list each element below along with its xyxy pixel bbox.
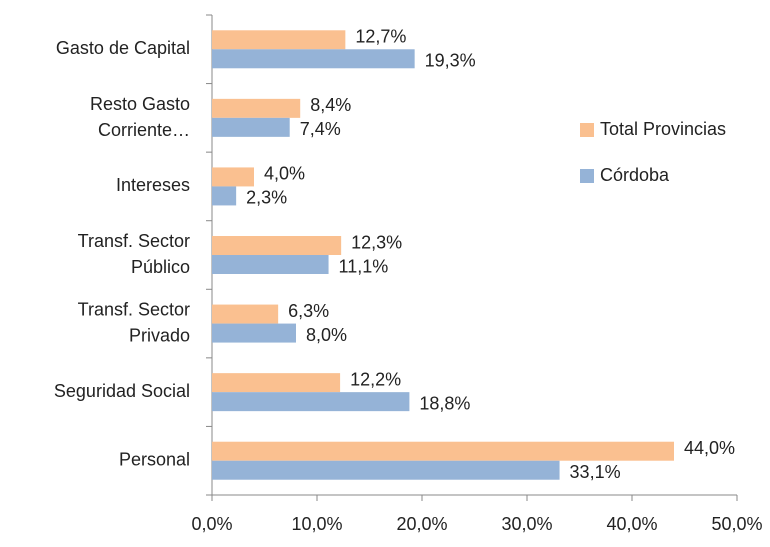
value-label: 12,3% [351,232,402,252]
bar [212,323,296,343]
bar [212,167,254,187]
value-label: 33,1% [570,462,621,482]
bar [212,186,237,206]
value-label: 19,3% [425,51,476,71]
bar [212,460,560,480]
bar [212,441,674,461]
y-tick-label: Seguridad Social [54,381,190,401]
bar [212,98,301,118]
value-label: 8,4% [310,95,351,115]
x-tick-label: 0,0% [191,514,232,534]
x-tick-label: 50,0% [711,514,762,534]
bar [212,373,341,393]
x-tick-label: 10,0% [291,514,342,534]
y-tick-label: Personal [119,449,190,469]
value-label: 12,2% [350,369,401,389]
x-tick-label: 30,0% [501,514,552,534]
value-label: 18,8% [419,393,470,413]
value-label: 8,0% [306,325,347,345]
bar [212,49,415,69]
y-tick-label: Resto Gasto Corriente… [90,94,190,140]
x-tick-label: 40,0% [606,514,657,534]
x-tick-label: 20,0% [396,514,447,534]
value-label: 44,0% [684,438,735,458]
bar [212,117,290,137]
value-label: 12,7% [355,27,406,47]
value-label: 7,4% [300,119,341,139]
y-tick-label: Transf. Sector Público [78,231,190,277]
legend-swatch [580,169,594,183]
value-label: 2,3% [246,188,287,208]
bar [212,236,342,255]
value-label: 4,0% [264,164,305,184]
legend-label: Total Provincias [600,119,726,139]
legend-swatch [580,123,594,137]
legend-label: Córdoba [600,165,670,185]
bar [212,304,279,324]
bar [212,255,329,274]
y-tick-label: Intereses [116,175,190,195]
y-tick-label: Gasto de Capital [56,38,190,58]
bar [212,392,410,412]
value-label: 11,1% [339,256,389,276]
y-tick-label: Transf. Sector Privado [78,299,190,345]
bar [212,30,346,50]
value-label: 6,3% [288,301,329,321]
